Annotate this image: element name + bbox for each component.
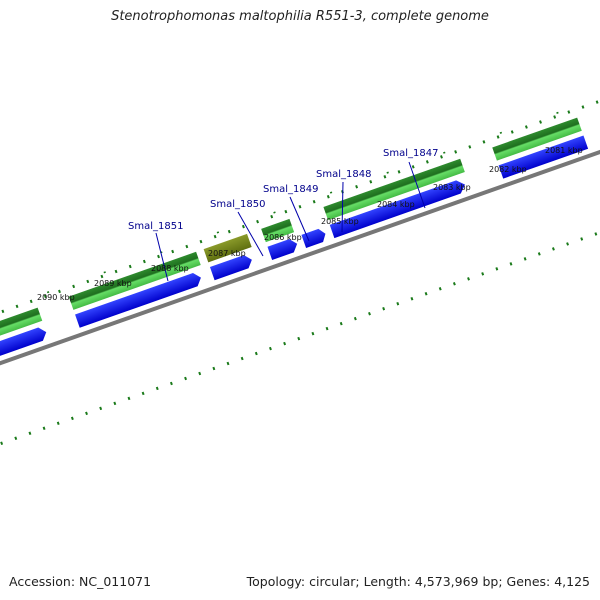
gene-label-leaders: [155, 161, 426, 282]
inner-minor-ticks: [0, 193, 600, 475]
kbp-label-2088: 2088 kbp: [151, 264, 189, 273]
kbp-label-2086: 2086 kbp: [264, 233, 302, 242]
kbp-label-2082: 2082 kbp: [489, 165, 527, 174]
leader-smal-1851: [155, 232, 169, 282]
cds-arrow-4[interactable]: [267, 237, 299, 260]
topology-summary-text: Topology: circular; Length: 4,573,969 bp…: [246, 574, 590, 589]
cds-arrow-1[interactable]: [0, 326, 49, 372]
kbp-label-2083: 2083 kbp: [433, 183, 471, 192]
kbp-labels: 2081 kbp 2082 kbp 2083 kbp 2084 kbp 2085…: [37, 146, 583, 302]
leader-smal-1848: [341, 181, 344, 233]
gene-label-smal-1847[interactable]: Smal_1847: [383, 148, 438, 159]
outer-tick-row: [0, 73, 600, 358]
cds-arrow-3[interactable]: [209, 253, 254, 281]
kbp-label-2087: 2087 kbp: [208, 249, 246, 258]
gene-label-smal-1848[interactable]: Smal_1848: [316, 169, 371, 180]
kbp-label-2089: 2089 kbp: [94, 279, 132, 288]
gene-block-1849[interactable]: [261, 218, 295, 243]
gene-label-smal-1850[interactable]: Smal_1850: [210, 199, 265, 210]
kbp-label-2084: 2084 kbp: [377, 200, 415, 209]
kbp-label-2081: 2081 kbp: [545, 146, 583, 155]
gene-block-right[interactable]: [492, 117, 582, 161]
kbp-label-2090: 2090 kbp: [37, 293, 75, 302]
leader-smal-1847: [408, 161, 426, 209]
gene-block-1847[interactable]: [323, 158, 465, 221]
gene-labels: Smal_1847 Smal_1848 Smal_1849 Smal_1850 …: [128, 148, 438, 232]
leader-smal-1850: [237, 211, 264, 257]
cds-arrow-7[interactable]: [498, 135, 589, 179]
genome-title: Stenotrophomonas maltophilia R551-3, com…: [111, 9, 489, 24]
kbp-label-2085: 2085 kbp: [321, 217, 359, 226]
gene-track: [0, 117, 582, 355]
cds-arrow-6[interactable]: [329, 178, 468, 239]
gene-block-1850[interactable]: [68, 251, 201, 310]
leader-smal-1849: [289, 196, 310, 242]
gene-block-olive[interactable]: [203, 233, 252, 263]
outer-minor-ticks: [0, 76, 600, 358]
cds-arrow-5[interactable]: [301, 227, 327, 249]
inner-tick-row: [0, 193, 600, 475]
cds-track: [0, 135, 589, 372]
gene-label-smal-1851[interactable]: Smal_1851: [128, 221, 183, 232]
gene-block-1851[interactable]: [0, 307, 43, 355]
cds-arrow-2[interactable]: [75, 271, 203, 328]
backbone-line: [0, 120, 600, 404]
accession-text: Accession: NC_011071: [9, 574, 152, 589]
gene-label-smal-1849[interactable]: Smal_1849: [263, 184, 318, 195]
backbone: [0, 120, 600, 404]
